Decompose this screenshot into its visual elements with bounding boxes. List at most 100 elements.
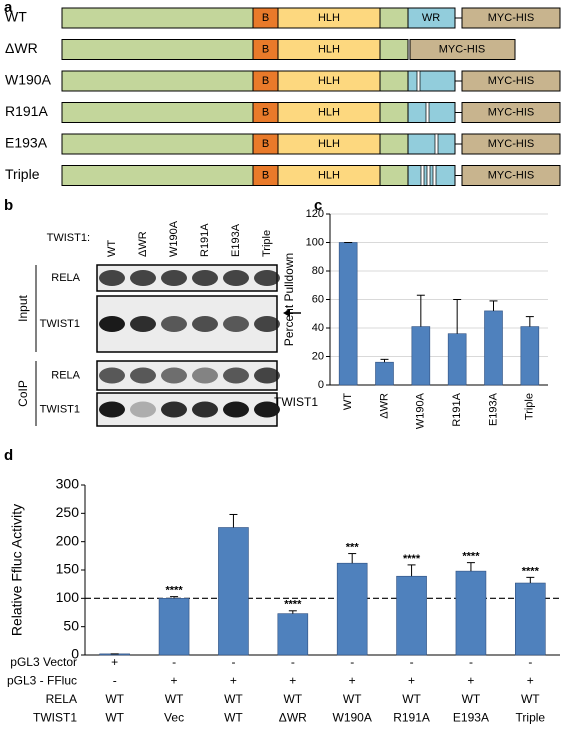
group-label: CoIP — [16, 380, 30, 407]
table-cell: + — [230, 674, 237, 688]
domain-label: MYC-HIS — [488, 106, 534, 118]
bar — [520, 326, 540, 386]
table-cell: - — [113, 674, 117, 688]
band — [161, 367, 187, 384]
band — [223, 270, 249, 286]
table-cell: WT — [224, 692, 243, 706]
band — [192, 270, 218, 286]
bar — [484, 310, 503, 386]
construct-name: WT — [5, 9, 27, 25]
y-tick-label: 250 — [56, 504, 80, 520]
y-tick-label: 20 — [312, 350, 324, 362]
domain — [461, 133, 561, 155]
domain — [461, 7, 561, 29]
significance: **** — [403, 553, 421, 565]
row-label: TWIST1 — [40, 318, 80, 330]
construct-name: R191A — [5, 103, 48, 119]
band — [223, 401, 249, 418]
domain-label: MYC-HIS — [488, 75, 534, 87]
domain — [407, 165, 456, 186]
band — [130, 270, 156, 286]
y-axis-label: Relative Ffluc Activity — [9, 504, 25, 636]
table-cell: - — [350, 655, 354, 669]
domain — [407, 102, 456, 123]
panel-label: c — [314, 197, 322, 214]
construct-name: E193A — [5, 135, 48, 151]
x-tick-label: W190A — [415, 392, 427, 429]
bar — [218, 527, 249, 656]
significance: **** — [166, 585, 184, 597]
band — [99, 270, 125, 286]
row-label: RELA — [46, 692, 77, 706]
domain — [407, 70, 456, 92]
y-tick-label: 300 — [56, 476, 80, 492]
domain-label: MYC-HIS — [488, 138, 534, 150]
bar — [338, 242, 358, 386]
band — [192, 316, 218, 332]
lane-label: ΔWR — [137, 231, 149, 257]
band — [161, 270, 187, 286]
domain — [277, 7, 381, 29]
table-cell: Vec — [164, 711, 184, 725]
domain-label: B — [262, 75, 269, 87]
domain — [277, 133, 381, 155]
bar — [411, 326, 431, 386]
domain-label: B — [262, 12, 269, 24]
domain-label: HLH — [318, 43, 340, 55]
y-tick-label: 60 — [312, 293, 324, 305]
domain-label: MYC-HIS — [488, 12, 534, 24]
table-cell: - — [410, 655, 414, 669]
domain-label: B — [262, 106, 269, 118]
band — [254, 270, 280, 286]
x-tick-label: WT — [342, 393, 354, 410]
table-cell: + — [467, 674, 474, 688]
panel-label: d — [4, 447, 13, 464]
domain-label: HLH — [318, 12, 340, 24]
domain-label: B — [262, 43, 269, 55]
bar — [396, 575, 427, 656]
domain — [277, 165, 381, 186]
x-tick-label: Triple — [524, 393, 536, 420]
band — [99, 367, 125, 384]
domain — [461, 165, 561, 186]
domain-label: B — [262, 169, 269, 181]
band — [99, 401, 125, 418]
band — [254, 316, 280, 332]
y-tick-label: 100 — [56, 589, 80, 605]
bar — [277, 613, 309, 656]
band — [161, 316, 187, 332]
table-cell: E193A — [453, 711, 489, 725]
panel-label: b — [4, 197, 13, 214]
table-cell: WT — [165, 692, 184, 706]
band — [254, 401, 280, 418]
table-cell: + — [408, 674, 415, 688]
band — [130, 401, 156, 418]
table-cell: WT — [521, 692, 540, 706]
y-tick-label: 150 — [56, 561, 80, 577]
domain-label: MYC-HIS — [439, 43, 485, 55]
bar — [447, 333, 467, 386]
lane-header: TWIST1: — [47, 232, 90, 244]
table-cell: + — [289, 674, 296, 688]
y-tick-label: 200 — [56, 532, 80, 548]
bar — [455, 570, 487, 656]
arrow-head — [283, 309, 290, 317]
domain-label: B — [262, 138, 269, 150]
mutation — [420, 165, 425, 186]
row-label: TWIST1 — [33, 711, 77, 725]
table-cell: WT — [462, 692, 481, 706]
x-axis-label: TWIST1 — [274, 395, 318, 409]
table-cell: WT — [402, 692, 421, 706]
band — [99, 316, 125, 332]
bar — [158, 598, 190, 656]
significance: *** — [346, 541, 360, 553]
table-cell: - — [291, 655, 295, 669]
table-cell: WT — [283, 692, 302, 706]
domain-label: HLH — [318, 75, 340, 87]
y-tick-label: 0 — [71, 646, 79, 662]
table-cell: WT — [224, 711, 243, 725]
domain-label: WR — [422, 12, 440, 24]
domain — [461, 70, 561, 92]
table-cell: W190A — [333, 711, 372, 725]
